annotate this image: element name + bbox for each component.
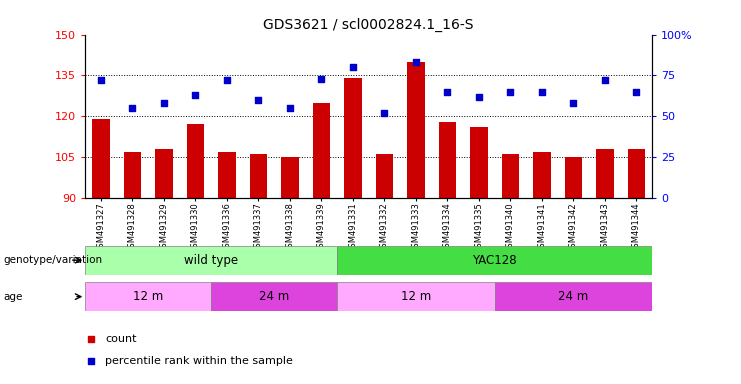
Point [568,100,579,106]
Bar [337,246,652,275]
Point [442,89,453,95]
Point [253,97,265,103]
Bar [85,246,337,275]
Text: YAC128: YAC128 [472,254,517,266]
Bar [337,282,494,311]
Text: wild type: wild type [184,254,239,266]
Bar [495,282,652,311]
Bar [439,122,456,198]
Point [473,94,485,100]
Bar [187,124,204,198]
Bar [345,78,362,198]
Bar [597,149,614,198]
Bar [85,282,211,311]
Bar [282,157,299,198]
Bar [219,152,236,198]
Bar [156,149,173,198]
Point [158,100,170,106]
Point [190,92,202,98]
Text: percentile rank within the sample: percentile rank within the sample [105,356,293,366]
Point [505,89,516,95]
Text: age: age [4,291,23,302]
Bar [211,282,337,311]
Point [127,105,139,111]
Bar [250,154,267,198]
Text: 24 m: 24 m [259,290,289,303]
Bar [628,149,645,198]
Text: 12 m: 12 m [133,290,163,303]
Bar [376,154,393,198]
Text: 12 m: 12 m [401,290,431,303]
Bar [93,119,110,198]
Point [410,59,422,65]
Bar [502,154,519,198]
Bar [408,62,425,198]
Point [95,77,107,83]
Point [414,8,426,14]
Point [631,89,642,95]
Point [536,89,548,95]
Bar [124,152,141,198]
Bar [565,157,582,198]
Text: 24 m: 24 m [558,290,588,303]
Point [414,212,426,218]
Point [284,105,296,111]
Text: count: count [105,334,136,344]
Point [316,76,328,82]
Title: GDS3621 / scl0002824.1_16-S: GDS3621 / scl0002824.1_16-S [263,18,474,32]
Text: genotype/variation: genotype/variation [4,255,103,265]
Point [347,64,359,70]
Point [599,77,611,83]
Point [221,77,233,83]
Bar [313,103,330,198]
Bar [534,152,551,198]
Bar [471,127,488,198]
Point [379,110,391,116]
